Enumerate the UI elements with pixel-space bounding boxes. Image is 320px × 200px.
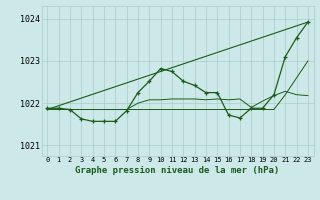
X-axis label: Graphe pression niveau de la mer (hPa): Graphe pression niveau de la mer (hPa) [76,166,280,175]
